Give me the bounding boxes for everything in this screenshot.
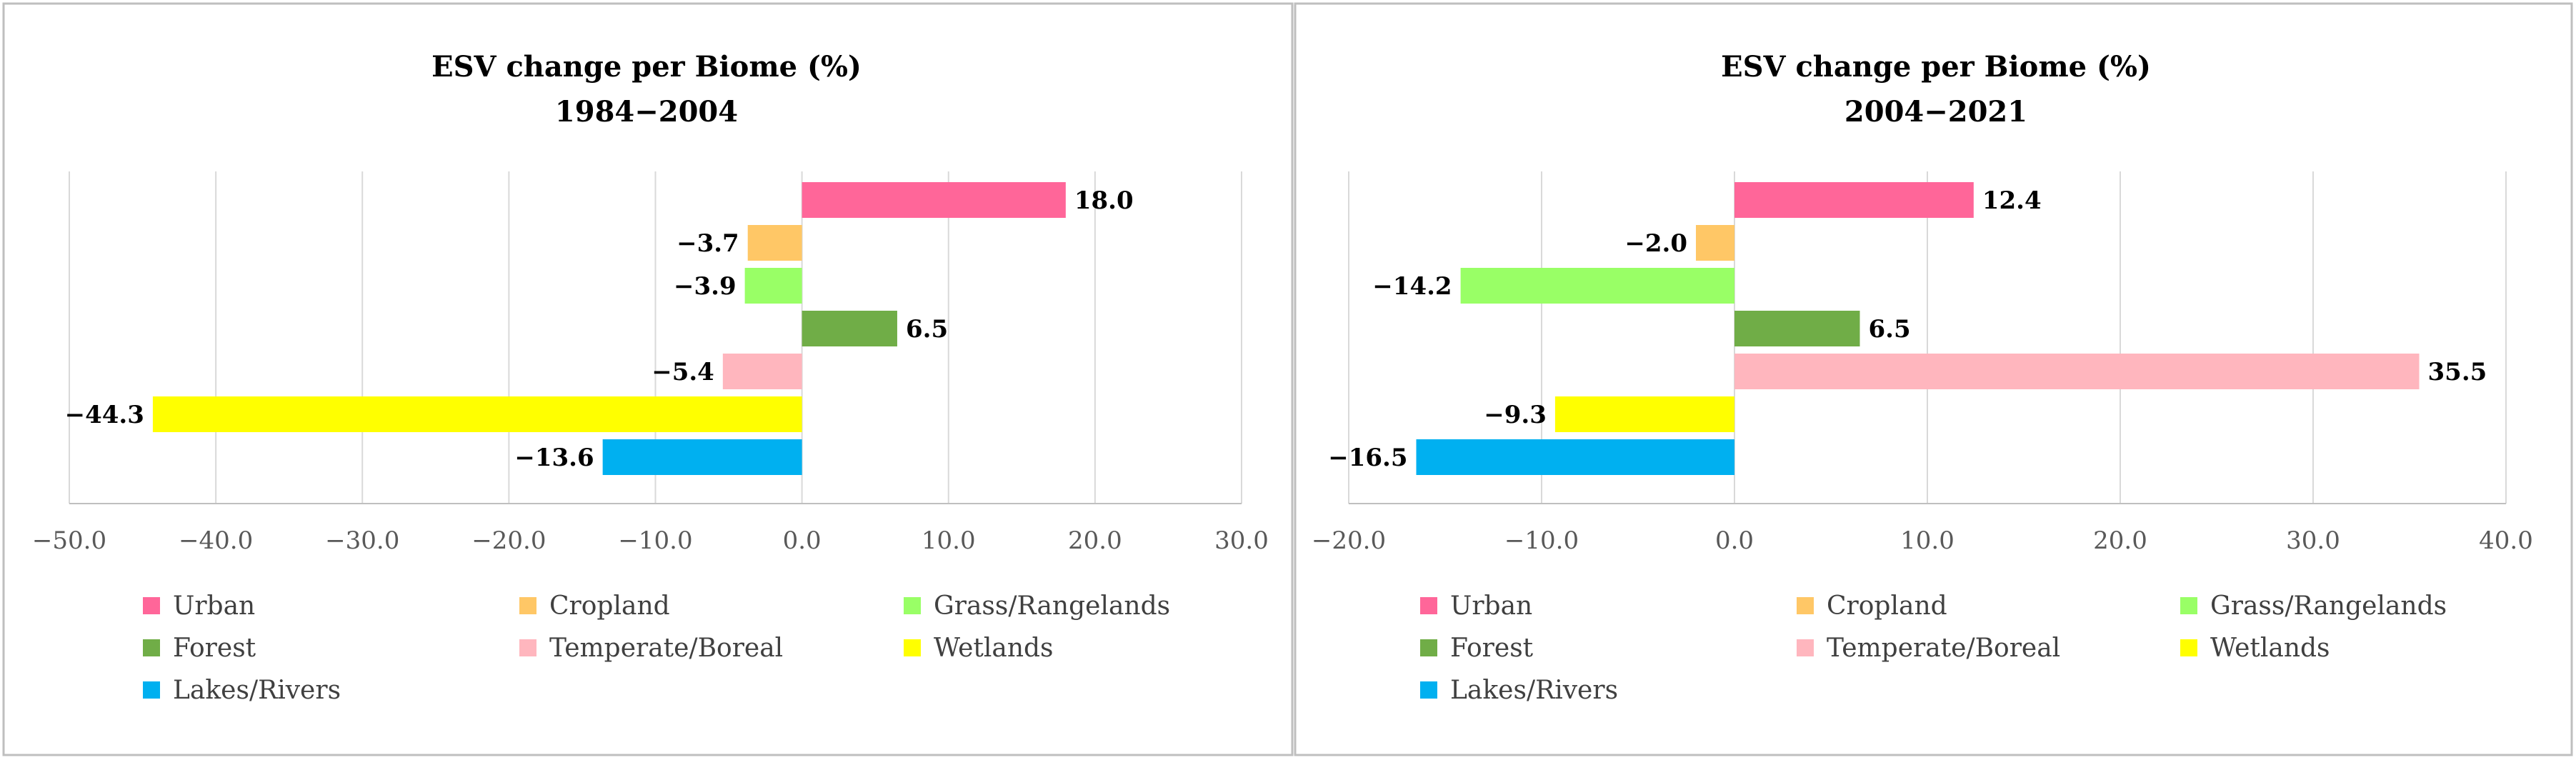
bar-grass-rangelands [744,268,802,304]
data-label: −44.3 [65,401,144,429]
data-label: 18.0 [1074,186,1134,215]
legend-label: Lakes/Rivers [173,676,341,705]
bar-wetlands [152,396,802,432]
data-label: 6.5 [1869,315,1911,344]
bar-forest [1734,311,1860,346]
legend-label: Urban [173,591,255,621]
chart-panel-1984-2004: ESV change per Biome (%) 1984−2004 −50.0… [32,50,1269,705]
x-tick-label: −30.0 [325,526,399,555]
bar-temperate-boreal [722,354,802,389]
x-tick-label: −20.0 [471,526,546,555]
bar-grass-rangelands [1460,268,1734,304]
data-label: −3.9 [674,272,737,301]
x-tick-label: 10.0 [1900,526,1955,555]
bar-cropland [1696,225,1734,261]
bar-urban [1734,182,1974,218]
data-label: −13.6 [514,444,594,472]
legend-label: Grass/Rangelands [2210,591,2447,621]
x-tick-label: 20.0 [1068,526,1122,555]
x-tick-label: −40.0 [179,526,253,555]
x-tick-label: 20.0 [2093,526,2147,555]
bar-cropland [747,225,802,261]
panel-frame-1 [2,2,1294,756]
plot-area: −50.0 −40.0 −30.0 −20.0 −10.0 0.0 10.0 20.0 30.0… [32,171,1269,555]
data-label: −5.4 [652,358,714,386]
legend-label: Urban [1450,591,1532,621]
legend-label: Forest [173,634,256,663]
data-label: 6.5 [906,315,948,344]
legend-swatch [904,597,921,614]
legend-swatch [1420,597,1437,614]
data-label: −3.7 [677,229,739,258]
x-tick-label: −10.0 [1504,526,1579,555]
bar-forest [802,311,897,346]
legend-swatch [519,597,536,614]
legend: Urban Cropland Grass/Rangelands Forest Tempe… [143,591,1170,705]
legend-label: Temperate/Boreal [549,634,783,663]
chart-title: ESV change per Biome (%) [431,50,862,84]
bar-lakes-rivers [602,439,802,475]
legend-label: Cropland [549,591,670,621]
legend-swatch [143,597,160,614]
legend-swatch [904,639,921,656]
legend-label: Cropland [1827,591,1947,621]
legend-label: Wetlands [934,634,1054,663]
chart-subtitle: 1984−2004 [555,95,738,129]
data-label: −2.0 [1624,229,1687,258]
chart-title: ESV change per Biome (%) [1721,50,2151,84]
data-label: −14.2 [1372,272,1452,301]
x-tick-label: 0.0 [783,526,822,555]
data-label: 35.5 [2428,358,2487,386]
data-label: 12.4 [1982,186,2042,215]
x-tick-label: −20.0 [1312,526,1386,555]
legend: Urban Cropland Grass/Rangelands Forest Tempe… [1420,591,2447,705]
bar-wetlands [1554,396,1734,432]
bar-temperate-boreal [1734,354,2420,389]
bar-lakes-rivers [1416,439,1734,475]
x-tick-label: 0.0 [1715,526,1754,555]
legend-swatch [143,639,160,656]
chart-panel-2004-2021: ESV change per Biome (%) 2004−2021 −20.0… [1312,50,2533,705]
x-tick-label: −50.0 [32,526,106,555]
legend-swatch [1420,681,1437,699]
data-label: −9.3 [1484,401,1547,429]
x-tick-label: 40.0 [2479,526,2533,555]
legend-label: Wetlands [2210,634,2330,663]
legend-swatch [143,681,160,699]
legend-swatch [2180,639,2197,656]
legend-swatch [2180,597,2197,614]
x-tick-label: 30.0 [2286,526,2340,555]
x-tick-label: 10.0 [922,526,976,555]
legend-swatch [1797,597,1814,614]
chart-subtitle: 2004−2021 [1844,95,2027,129]
legend-swatch [1420,639,1437,656]
plot-area: −20.0 −10.0 0.0 10.0 20.0 30.0 40.0 12.4 −2.0 −14… [1312,171,2533,555]
legend-label: Grass/Rangelands [934,591,1170,621]
bar-urban [802,182,1066,218]
legend-label: Temperate/Boreal [1827,634,2060,663]
legend-label: Forest [1450,634,1534,663]
x-tick-label: −10.0 [618,526,692,555]
legend-label: Lakes/Rivers [1450,676,1618,705]
x-tick-label: 30.0 [1214,526,1269,555]
legend-swatch [1797,639,1814,656]
legend-swatch [519,639,536,656]
data-label: −16.5 [1328,444,1407,472]
